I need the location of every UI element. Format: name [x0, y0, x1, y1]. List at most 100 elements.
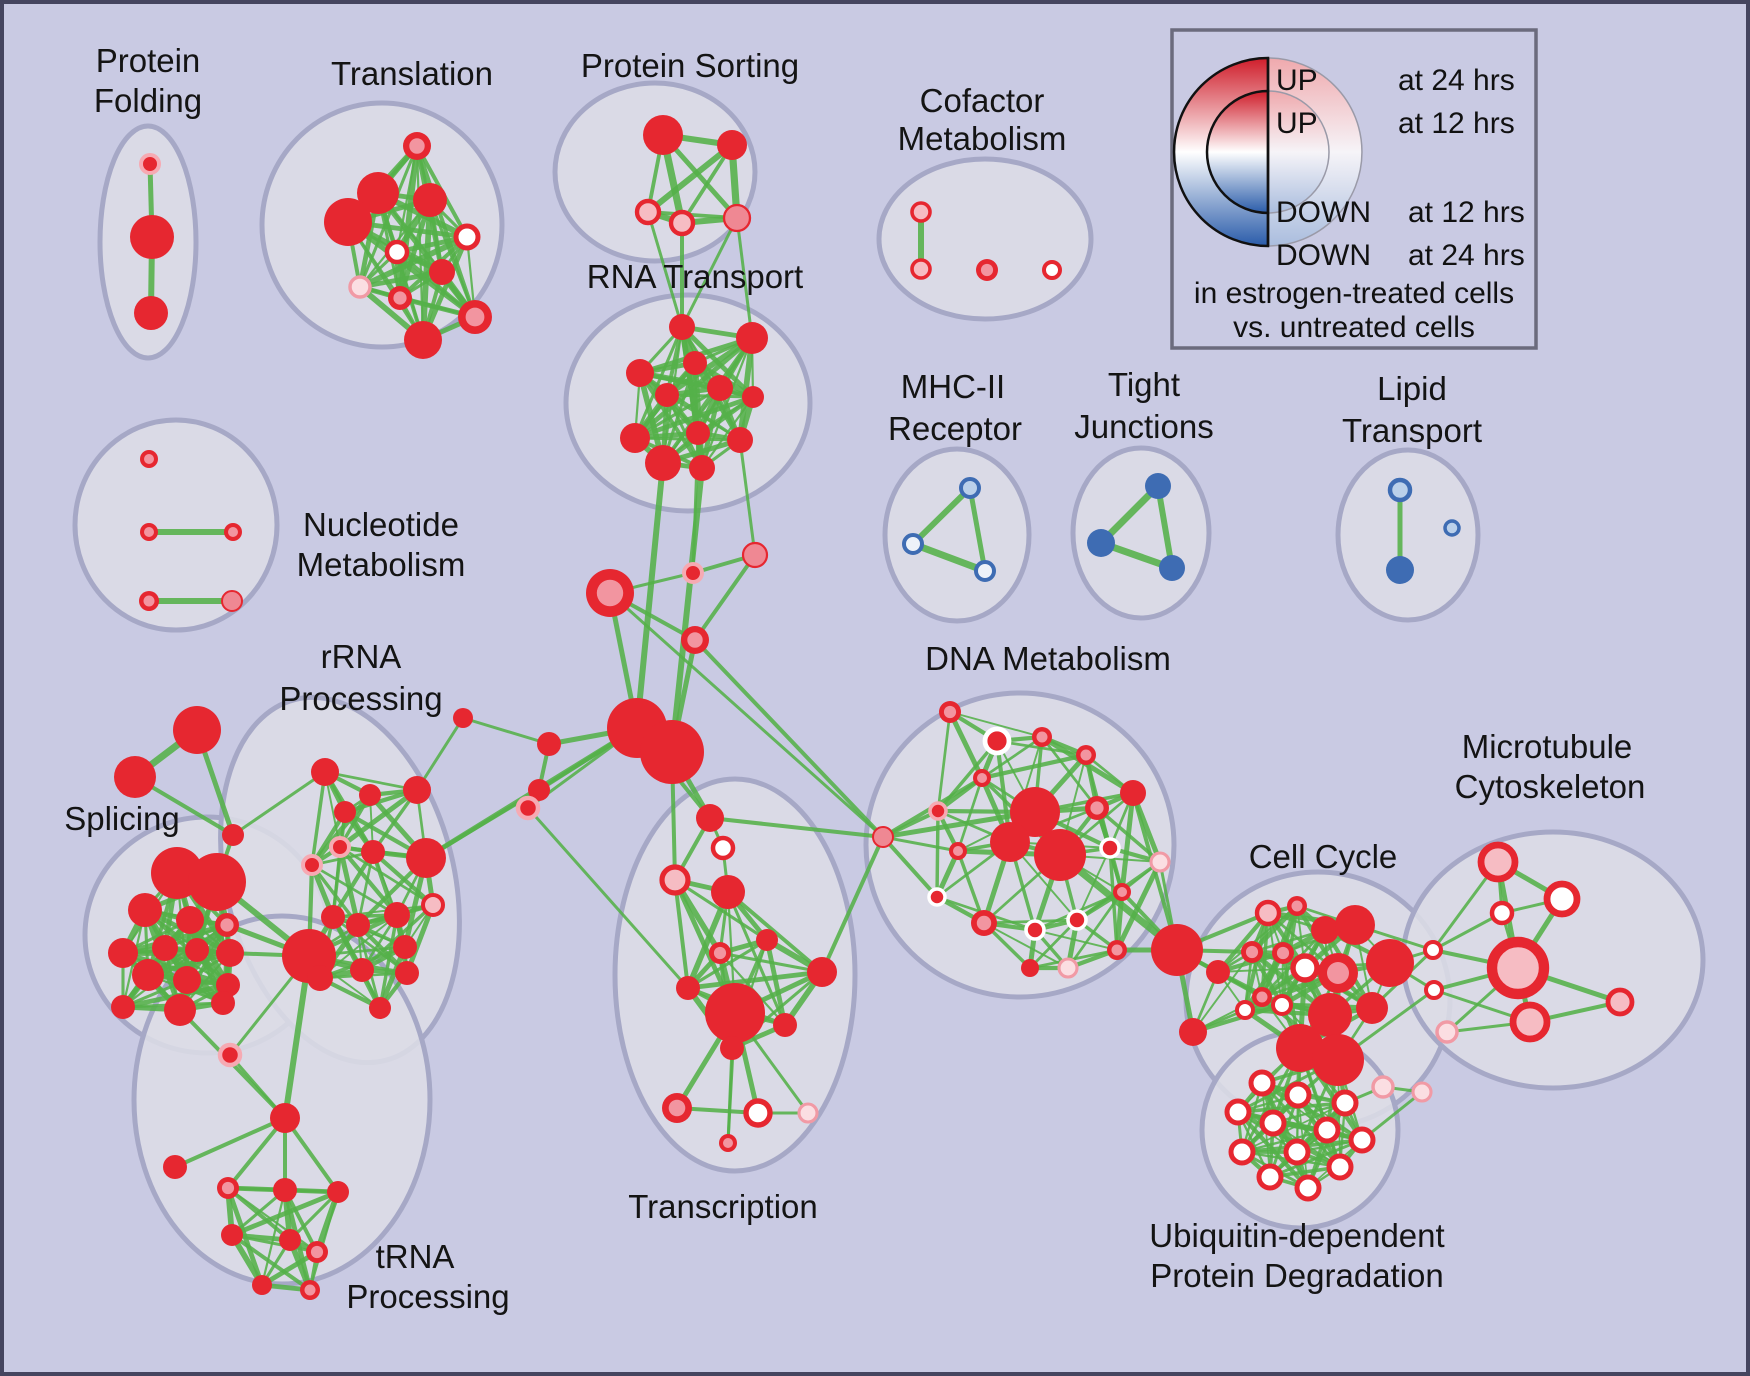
- legend-row-label: UP: [1276, 107, 1318, 140]
- node: [1235, 1000, 1255, 1020]
- node: [1010, 787, 1060, 837]
- cluster-label-cell-cycle: Cell Cycle: [1249, 838, 1398, 875]
- node: [645, 445, 681, 481]
- legend-row-label: DOWN: [1276, 239, 1371, 272]
- cluster-label-ubiquitin-dependent-protein-degradation: Protein Degradation: [1150, 1257, 1444, 1294]
- node: [217, 1042, 243, 1068]
- cluster-label-cofactor-metabolism: Cofactor: [920, 82, 1045, 119]
- node: [1284, 1081, 1312, 1109]
- node: [1387, 477, 1413, 503]
- edge: [420, 197, 433, 343]
- node: [1228, 1138, 1256, 1166]
- node-inner: [228, 527, 238, 537]
- edge: [735, 216, 754, 340]
- cluster-label-splicing: Splicing: [64, 800, 180, 837]
- node: [640, 720, 704, 784]
- edge: [1119, 790, 1136, 895]
- node: [185, 938, 209, 962]
- node-inner: [393, 291, 407, 305]
- node: [348, 275, 372, 299]
- edge: [323, 770, 419, 792]
- node: [1224, 1098, 1252, 1126]
- node: [1366, 939, 1414, 987]
- node-inner: [310, 1245, 324, 1259]
- node: [1021, 959, 1039, 977]
- edge: [226, 1116, 287, 1190]
- node: [1294, 1174, 1322, 1202]
- node: [359, 784, 381, 806]
- node: [741, 541, 769, 569]
- legend-row-time: at 24 hrs: [1398, 64, 1515, 97]
- node: [797, 1102, 819, 1124]
- cluster-label-dna-metabolism: DNA Metabolism: [925, 640, 1171, 677]
- edge: [1028, 918, 1079, 970]
- node: [1149, 851, 1171, 873]
- edge: [980, 735, 1044, 780]
- edge: [693, 638, 885, 839]
- cluster-label-trna-processing: Processing: [346, 1278, 509, 1315]
- node-inner: [1036, 731, 1048, 743]
- edge: [685, 969, 825, 991]
- node: [634, 198, 662, 226]
- edge: [764, 937, 788, 1028]
- node: [134, 296, 168, 330]
- edge: [229, 1189, 341, 1238]
- edge: [820, 835, 885, 974]
- node-inner: [1291, 900, 1303, 912]
- cluster-label-transcription: Transcription: [628, 1188, 818, 1225]
- node: [682, 562, 704, 584]
- node: [1443, 519, 1461, 537]
- node: [395, 961, 419, 985]
- node: [696, 804, 724, 832]
- cluster-label-lipid-transport: Lipid: [1377, 370, 1447, 407]
- cluster-label-nucleotide-metabolism: Nucleotide: [303, 506, 459, 543]
- node: [689, 455, 715, 481]
- edge: [718, 951, 824, 974]
- node-inner: [144, 454, 154, 464]
- node: [927, 887, 947, 907]
- edge: [310, 863, 399, 917]
- node: [910, 258, 932, 280]
- edge: [231, 770, 327, 837]
- edge: [680, 143, 734, 225]
- node: [176, 906, 204, 934]
- edge: [983, 922, 1069, 969]
- edge: [173, 1116, 287, 1169]
- cluster-mhc-ii-receptor: [882, 446, 1032, 624]
- node: [152, 935, 178, 961]
- node-inner: [304, 1284, 316, 1296]
- node: [676, 976, 700, 1000]
- node: [346, 913, 370, 937]
- node: [1254, 899, 1282, 927]
- edge: [288, 1190, 340, 1242]
- cluster-lipid-transport: [1335, 447, 1481, 623]
- edge: [357, 234, 470, 290]
- node: [132, 959, 164, 991]
- cluster-label-microtubule-cytoskeleton: Cytoskeleton: [1455, 768, 1646, 805]
- node: [139, 153, 161, 175]
- edge: [608, 591, 885, 839]
- node: [1151, 924, 1203, 976]
- edge: [360, 903, 435, 972]
- node: [1159, 555, 1185, 581]
- node: [1042, 260, 1062, 280]
- node: [221, 590, 243, 612]
- cluster-label-protein-folding: Folding: [94, 82, 202, 119]
- cluster-trna-processing: [131, 913, 433, 1287]
- node-inner: [953, 846, 963, 856]
- node: [1087, 529, 1115, 557]
- cluster-label-trna-processing: tRNA: [376, 1238, 455, 1275]
- edge: [1240, 1128, 1329, 1154]
- edge: [310, 770, 327, 867]
- cluster-label-protein-folding: Protein: [96, 42, 201, 79]
- node: [720, 1036, 744, 1060]
- node: [742, 386, 764, 408]
- node-inner: [1080, 749, 1092, 761]
- node-inner: [596, 579, 624, 607]
- node-inner: [976, 915, 992, 931]
- node-inner: [1117, 887, 1127, 897]
- edge: [979, 752, 1089, 781]
- node: [216, 939, 244, 967]
- node: [163, 1155, 187, 1179]
